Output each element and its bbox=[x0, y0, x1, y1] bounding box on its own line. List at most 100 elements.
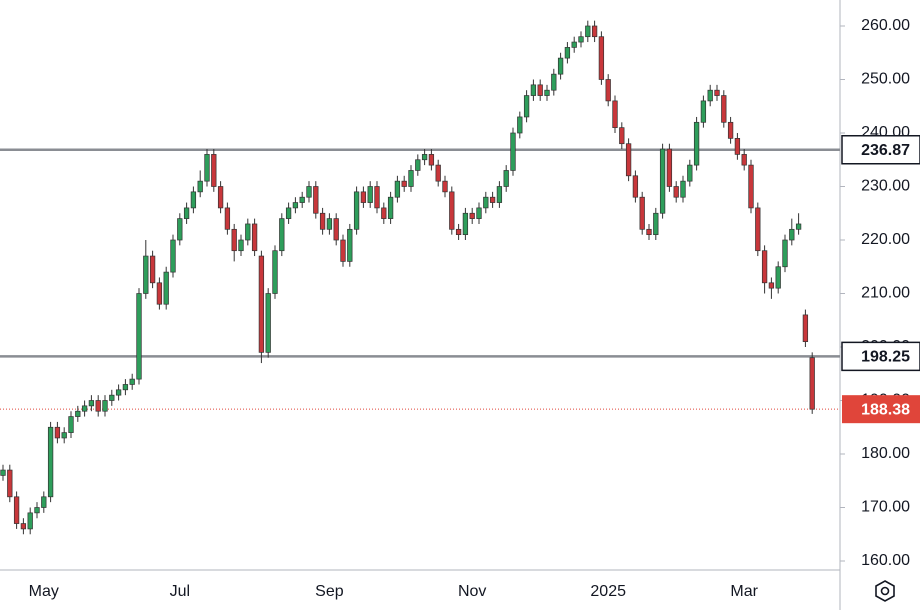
candle-body bbox=[156, 282, 163, 305]
candle-body bbox=[238, 239, 244, 252]
candle-body bbox=[115, 389, 122, 396]
candle-body bbox=[285, 207, 292, 219]
settings-button[interactable] bbox=[873, 579, 897, 603]
candle-body bbox=[476, 207, 482, 219]
settings-hexagon[interactable] bbox=[875, 580, 895, 602]
x-tick-label: Nov bbox=[458, 583, 486, 600]
candle-body bbox=[374, 186, 380, 209]
candle-body bbox=[81, 405, 88, 412]
candle-body bbox=[442, 180, 448, 193]
candle-body bbox=[170, 239, 176, 273]
candle-body bbox=[319, 212, 326, 230]
candle-body bbox=[299, 196, 305, 203]
candle-body bbox=[693, 121, 700, 166]
candle-body bbox=[782, 239, 788, 268]
candle-body bbox=[20, 523, 27, 530]
candle-body bbox=[680, 180, 686, 198]
candle-body bbox=[775, 266, 781, 289]
candle-body bbox=[54, 426, 61, 439]
last-price-label: 188.38 bbox=[861, 401, 910, 418]
candle-body bbox=[537, 84, 543, 96]
candle-body bbox=[143, 255, 149, 294]
candle-body bbox=[109, 394, 115, 401]
candle-body bbox=[666, 148, 673, 187]
candle-body bbox=[653, 212, 659, 236]
candle-body bbox=[272, 250, 278, 294]
y-tick-label: 260.00 bbox=[861, 17, 910, 34]
candle-body bbox=[7, 469, 13, 498]
y-tick-label: 180.00 bbox=[861, 445, 910, 462]
level-label: 198.25 bbox=[861, 349, 910, 366]
y-tick-label: 230.00 bbox=[861, 178, 910, 195]
candle-body bbox=[496, 186, 503, 203]
candle-body bbox=[75, 410, 81, 417]
candle-body bbox=[197, 180, 203, 193]
x-tick-label: Jul bbox=[170, 583, 190, 600]
candle-body bbox=[421, 154, 428, 161]
candle-body bbox=[510, 132, 516, 171]
candle-body bbox=[673, 186, 679, 198]
candle-body bbox=[245, 223, 251, 241]
candle-body bbox=[387, 196, 394, 219]
candle-body bbox=[47, 426, 54, 498]
candle-body bbox=[292, 202, 299, 209]
candle-body bbox=[707, 89, 713, 102]
x-tick-label: Sep bbox=[315, 583, 344, 600]
candle-body bbox=[523, 95, 530, 118]
candle-body bbox=[326, 218, 333, 230]
candle-body bbox=[136, 293, 142, 380]
y-tick-label: 160.00 bbox=[861, 552, 910, 569]
candle-body bbox=[741, 154, 747, 166]
candle-body bbox=[313, 186, 319, 214]
candle-body bbox=[544, 89, 550, 96]
candle-body bbox=[714, 89, 720, 96]
candle-body bbox=[381, 207, 387, 219]
candle-body bbox=[251, 223, 258, 252]
candle-body bbox=[394, 180, 401, 198]
candle-body bbox=[530, 84, 537, 96]
level-label-box bbox=[841, 134, 920, 165]
settings-hit[interactable] bbox=[873, 579, 897, 603]
candle-body bbox=[27, 512, 33, 530]
candle-body bbox=[755, 207, 761, 252]
candle-body bbox=[605, 79, 611, 102]
candle-body bbox=[163, 271, 169, 305]
candle-body bbox=[727, 121, 734, 139]
candle-body bbox=[41, 496, 47, 508]
candle-body bbox=[632, 175, 639, 198]
candle-body bbox=[102, 400, 108, 412]
candle-body bbox=[177, 218, 183, 241]
level-label-box bbox=[841, 341, 920, 372]
candle-body bbox=[564, 47, 571, 59]
candle-body bbox=[204, 154, 210, 182]
candle-body bbox=[217, 186, 224, 209]
candle-body bbox=[401, 180, 407, 187]
candle-body bbox=[619, 127, 625, 145]
candle-body bbox=[809, 357, 815, 410]
y-tick-label: 210.00 bbox=[861, 285, 910, 302]
candle-body bbox=[462, 212, 469, 236]
candle-body bbox=[360, 191, 367, 203]
candle-body bbox=[571, 41, 577, 48]
candle-body bbox=[503, 170, 509, 187]
candle-body bbox=[306, 186, 312, 198]
candle-body bbox=[598, 36, 605, 80]
candle-body bbox=[612, 100, 618, 129]
candle-body bbox=[748, 164, 754, 209]
candle-body bbox=[122, 384, 129, 391]
candle-body bbox=[149, 255, 156, 284]
candle-body bbox=[639, 196, 645, 230]
settings-dot[interactable] bbox=[880, 586, 890, 596]
candle-body bbox=[659, 148, 666, 214]
candle-body bbox=[265, 293, 271, 353]
candle-body bbox=[557, 57, 564, 75]
candle-body bbox=[34, 507, 40, 514]
candle-body bbox=[625, 143, 632, 177]
candle-body bbox=[183, 207, 190, 219]
candle-body bbox=[687, 164, 693, 182]
candle-body bbox=[211, 154, 217, 187]
candle-body bbox=[88, 400, 95, 407]
candle-body bbox=[367, 186, 373, 203]
